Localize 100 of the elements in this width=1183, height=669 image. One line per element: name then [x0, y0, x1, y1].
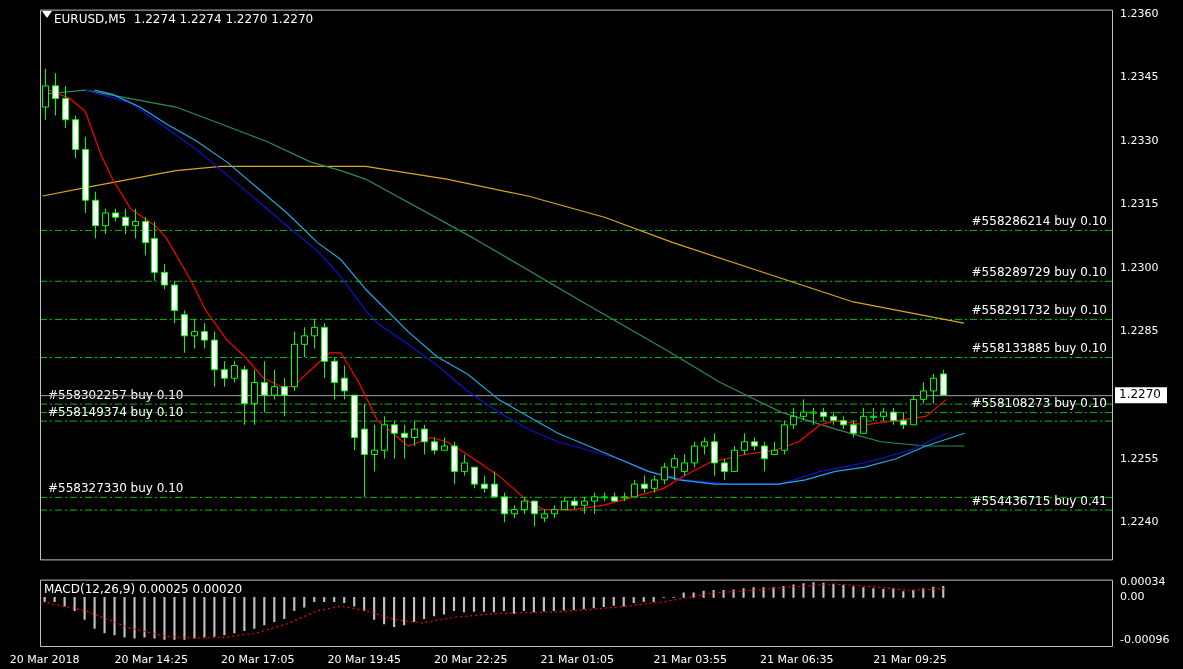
bar: [842, 585, 845, 598]
bar: [602, 597, 605, 607]
ref-line-label: 1.2270: [1119, 387, 1161, 402]
bar: [422, 597, 426, 619]
chart-title: MACD(12,26,9) 0.00025 0.00020: [44, 581, 243, 596]
line-series: [42, 583, 948, 639]
bar: [73, 597, 76, 611]
bar: [373, 597, 376, 620]
bar: [512, 597, 516, 614]
y-tick-label: 1.2315: [1120, 197, 1159, 211]
x-tick-label: 21 Mar 06:35: [760, 653, 834, 667]
bar: [472, 597, 476, 612]
bar: [193, 597, 196, 639]
bar: [333, 597, 336, 603]
y-tick-label: 0.00: [1120, 590, 1145, 604]
x-tick-label: 21 Mar 03:55: [653, 653, 728, 667]
bar: [173, 597, 176, 640]
candlestick: [42, 68, 49, 121]
bar: [742, 588, 745, 598]
y-tick-label: 0.00034: [1120, 575, 1166, 589]
candlestick: [741, 432, 748, 455]
bar: [203, 597, 206, 638]
bar: [183, 597, 186, 640]
candlestick: [920, 381, 927, 405]
candlestick: [681, 453, 688, 477]
bar: [403, 597, 406, 626]
bar: [862, 587, 865, 598]
bar: [782, 585, 785, 598]
x-tick-label: 20 Mar 14:25: [114, 653, 188, 667]
bar: [83, 597, 86, 620]
bar: [383, 597, 386, 625]
ref-line-label: #558108273 buy 0.10: [971, 396, 1108, 411]
candlestick: [281, 377, 288, 417]
bar: [243, 597, 246, 631]
bar: [273, 597, 276, 623]
bar: [562, 597, 565, 611]
bar: [323, 597, 326, 603]
bar: [542, 597, 545, 612]
x-tick-label: 21 Mar 01:05: [540, 653, 614, 667]
y-tick-label: 1.2345: [1120, 70, 1159, 84]
bar: [93, 597, 96, 629]
bar: [432, 597, 436, 617]
bar: [732, 589, 735, 598]
bar: [522, 597, 525, 611]
candlestick: [231, 360, 238, 383]
bar: [153, 597, 156, 639]
bar: [632, 597, 635, 603]
bar: [852, 586, 855, 598]
bar: [303, 597, 306, 608]
bar: [892, 588, 895, 598]
bar: [293, 597, 296, 611]
x-tick-label: 21 Mar 09:25: [873, 653, 947, 667]
y-tick-label: 1.2300: [1120, 260, 1159, 274]
bar: [592, 597, 595, 609]
bar: [762, 587, 765, 598]
bar: [902, 591, 905, 598]
bar: [253, 597, 256, 629]
bar: [343, 597, 346, 603]
bar: [642, 597, 645, 603]
bar: [462, 597, 466, 613]
candlestick: [461, 453, 468, 477]
y-tick-label: 1.2285: [1120, 324, 1159, 338]
chart-title: EURUSD,M5 1.2274 1.2274 1.2270 1.2270: [54, 11, 314, 26]
ref-line-label: #554436715 buy 0.41: [971, 493, 1108, 508]
x-tick-label: 20 Mar 19:45: [327, 653, 401, 667]
bar: [872, 588, 875, 598]
x-tick-label: 20 Mar 2018: [9, 653, 80, 667]
bar: [63, 597, 66, 607]
bar: [622, 597, 625, 607]
bar: [882, 589, 885, 598]
bar: [53, 597, 56, 603]
bar: [532, 597, 535, 613]
candlestick: [391, 420, 398, 460]
bar: [492, 597, 496, 613]
bar: [113, 597, 116, 636]
candlestick: [591, 492, 598, 515]
candlestick: [221, 360, 228, 388]
bar: [163, 597, 166, 640]
bar: [283, 597, 286, 619]
bar: [612, 597, 615, 606]
bar: [353, 597, 356, 607]
bar: [103, 597, 106, 634]
bar: [792, 584, 795, 598]
bar: [572, 597, 575, 611]
bar: [922, 588, 925, 598]
bar: [812, 582, 815, 598]
y-tick-label: 1.2240: [1120, 515, 1159, 529]
bar: [413, 597, 416, 623]
bar: [123, 597, 126, 638]
bar: [223, 597, 226, 636]
bar: [502, 597, 506, 611]
y-tick-label: 1.2330: [1120, 133, 1159, 147]
ref-line-label: #558289729 buy 0.10: [971, 264, 1108, 279]
bar: [452, 597, 456, 611]
candlestick: [671, 453, 678, 481]
y-tick-label: 1.2255: [1120, 451, 1159, 465]
bar: [393, 597, 396, 627]
bar: [482, 597, 486, 612]
y-tick-label: -0.00096: [1120, 632, 1170, 646]
bar: [772, 587, 775, 598]
